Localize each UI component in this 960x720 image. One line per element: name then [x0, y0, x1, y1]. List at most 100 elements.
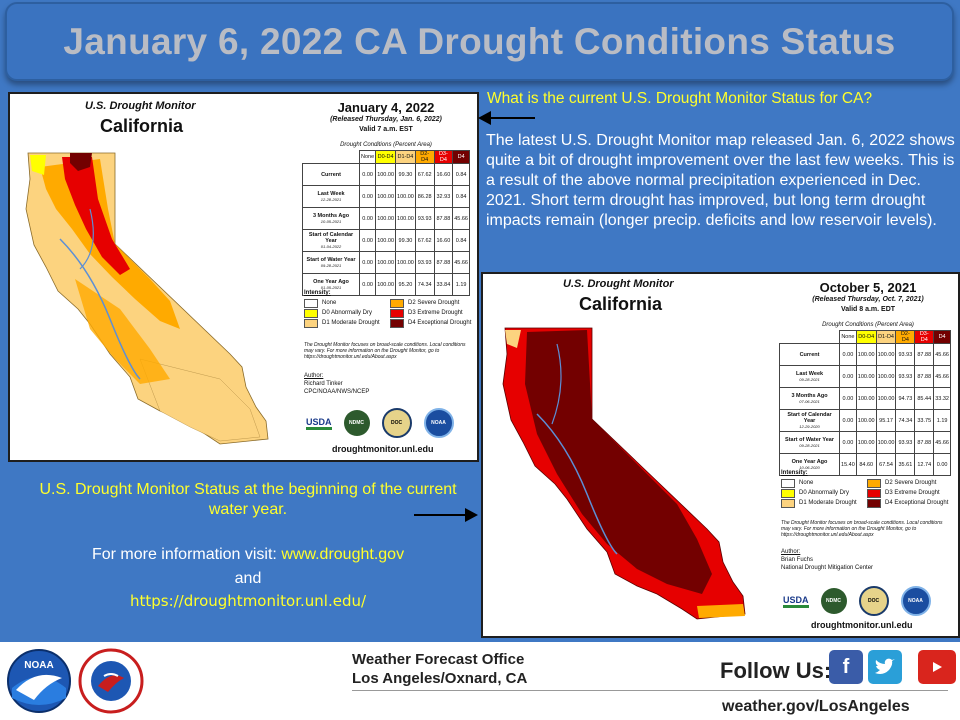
table-row: Last Week 12-28-2021 0.00 100.00 100.00 86.28…	[301, 185, 470, 208]
table-row: 3 Months Ago 10-05-2021 0.00 100.00 100.00 93…	[301, 207, 470, 230]
table-cell: 100.00	[875, 387, 897, 410]
table-cell: 45.66	[933, 431, 951, 454]
row-label: One Year Ago 10-06-2020	[778, 453, 841, 476]
legend-item: D3 Extreme Drought	[867, 488, 953, 498]
legend-label: D3 Extreme Drought	[885, 490, 940, 496]
column-header: D2-D4	[895, 330, 916, 344]
conditions-title: Drought Conditions (Percent Area)	[822, 322, 914, 328]
legend-label: D0 Abnormally Dry	[322, 310, 373, 316]
noaa-logo-text: NOAA	[24, 660, 53, 671]
legend-label: None	[799, 480, 814, 486]
table-cell: 100.00	[875, 431, 897, 454]
table-cell: 0.00	[839, 409, 857, 432]
conditions-title: Drought Conditions (Percent Area)	[340, 142, 432, 148]
column-header: D1-D4	[875, 330, 897, 344]
row-label: Start of Calendar Year 01-04-2022	[301, 229, 361, 252]
more-info-line: For more information visit: www.drought.…	[18, 546, 478, 564]
facebook-icon[interactable]: f	[829, 650, 863, 684]
california-drought-map	[502, 327, 746, 620]
table-cell: 67.62	[414, 163, 435, 186]
legend-item: D2 Severe Drought	[867, 478, 953, 488]
table-cell: 0.00	[839, 387, 857, 410]
table-cell: 100.00	[855, 365, 877, 388]
page-title: January 6, 2022 CA Drought Conditions St…	[63, 21, 896, 62]
legend-title: Intensity:	[304, 290, 331, 296]
table-cell: 0.84	[452, 163, 470, 186]
drought-gov-link[interactable]: www.drought.gov	[281, 546, 405, 563]
column-header: None	[359, 150, 377, 164]
author-name: National Drought Mitigation Center	[781, 565, 874, 571]
doc-logo: DOC	[381, 408, 412, 438]
partner-logos: USDA NDMC DOC NOAA	[783, 586, 931, 616]
row-label: Current	[301, 163, 361, 186]
legend-swatch	[304, 318, 318, 328]
table-row: Start of Calendar Year 12-29-2020 0.00 100.…	[778, 409, 951, 432]
author-name: CPC/NOAA/NWS/NCEP	[304, 389, 370, 395]
column-header: D1-D4	[395, 150, 416, 164]
table-cell: 100.00	[875, 343, 897, 366]
table-cell: 33.32	[933, 387, 951, 410]
table-cell: 99.30	[395, 163, 416, 186]
water-year-drought-map-panel: U.S. Drought Monitor California October …	[481, 272, 960, 638]
table-cell: 0.00	[359, 185, 377, 208]
table-cell: 0.00	[839, 343, 857, 366]
table-cell: 0.84	[452, 229, 470, 252]
table-row: One Year Ago 10-06-2020 15.40 84.60 67.54 35.…	[778, 453, 951, 476]
table-cell: 94.73	[895, 387, 916, 410]
table-row: Current 0.00 100.00 99.30 67.62 16.60 0.84	[301, 163, 470, 186]
table-cell: 0.00	[359, 229, 377, 252]
table-cell: 93.93	[895, 343, 916, 366]
doc-logo: DOC	[858, 586, 889, 616]
legend-swatch	[390, 298, 404, 308]
table-cell: 0.84	[452, 185, 470, 208]
release-date: (Released Thursday, Oct. 7, 2021)	[812, 296, 924, 303]
table-row: Start of Water Year 09-28-2021 0.00 100.00 1…	[778, 431, 951, 454]
question-heading: What is the current U.S. Drought Monitor…	[487, 90, 873, 107]
partner-logos: USDA NDMC DOC NOAA	[306, 408, 454, 438]
youtube-icon[interactable]	[918, 650, 956, 684]
intensity-legend: Intensity: None D2 Severe Drought D0 Abnorm…	[304, 290, 476, 328]
intensity-legend: Intensity: None D2 Severe Drought D0 Abnorm…	[781, 470, 953, 508]
footer-divider	[352, 690, 948, 691]
column-header: D0-D4	[375, 150, 397, 164]
table-cell: 0.00	[359, 163, 377, 186]
table-cell: 74.34	[895, 409, 916, 432]
author-block: Author: Brian Fuchs National Drought Mitig…	[781, 548, 873, 572]
office-line2: Los Angeles/Oxnard, CA	[352, 670, 528, 687]
legend-item: None	[781, 478, 867, 488]
column-header: D3-D4	[914, 330, 935, 344]
legend-item: D1 Moderate Drought	[304, 318, 390, 328]
drought-conditions-table: None D0-D4 D1-D4 D2-D4 D3-D4 D4 Current 0.00 100…	[778, 330, 951, 476]
table-cell: 87.88	[914, 343, 935, 366]
map-date: January 4, 2022	[337, 100, 435, 115]
table-cell: 16.60	[433, 163, 454, 186]
row-label: Last Week 12-28-2021	[301, 185, 361, 208]
drought-monitor-link[interactable]: https://droughtmonitor.unl.edu/	[129, 592, 367, 610]
legend-label: D0 Abnormally Dry	[799, 490, 850, 496]
author-label: Author:	[304, 373, 324, 379]
table-cell: 1.19	[452, 273, 470, 296]
description-text: The latest U.S. Drought Monitor map rele…	[486, 132, 955, 229]
drought-conditions-table: None D0-D4 D1-D4 D2-D4 D3-D4 D4 Current 0.00 100…	[301, 150, 470, 296]
table-cell: 67.62	[414, 229, 435, 252]
legend-swatch	[867, 478, 881, 488]
table-cell: 45.66	[933, 365, 951, 388]
monitor-note: The Drought Monitor focuses on broad-sca…	[781, 520, 943, 538]
legend-swatch	[781, 478, 795, 488]
row-label: One Year Ago 01-05-2021	[301, 273, 361, 296]
legend-item: D0 Abnormally Dry	[781, 488, 867, 498]
table-cell: 93.93	[895, 431, 916, 454]
california-drought-map	[25, 152, 269, 445]
table-cell: 12.74	[914, 453, 935, 476]
ndmc-logo: NDMC	[343, 410, 370, 436]
noaa-logo: NOAA	[423, 408, 454, 438]
twitter-icon[interactable]	[868, 650, 902, 684]
table-cell: 15.40	[839, 453, 857, 476]
noaa-logo: NOAA	[7, 649, 71, 713]
table-cell: 0.00	[359, 251, 377, 274]
follow-us-label: Follow Us:	[720, 658, 832, 683]
legend-item: D3 Extreme Drought	[390, 308, 476, 318]
legend-swatch	[867, 498, 881, 508]
website-link[interactable]: weather.gov/LosAngeles	[722, 698, 910, 715]
footer: NOAA Weather Forecast Office Los Angeles…	[0, 642, 960, 720]
